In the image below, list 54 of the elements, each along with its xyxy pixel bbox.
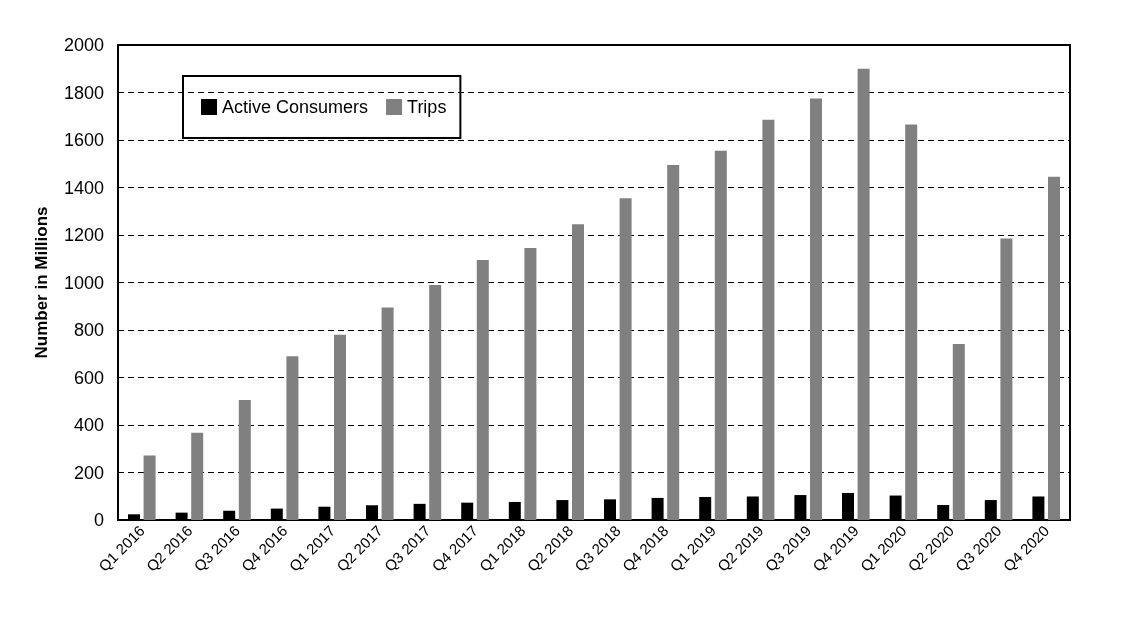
y-tick-label: 800 [73, 320, 104, 340]
bar [476, 259, 489, 520]
bar [556, 500, 569, 520]
bar [223, 510, 236, 520]
y-tick-label: 2000 [63, 35, 104, 55]
y-tick-label: 1600 [63, 130, 104, 150]
y-tick-label: 1400 [63, 177, 104, 198]
bar [952, 344, 965, 520]
bar [842, 492, 854, 520]
bar [746, 496, 759, 520]
legend-label: Active Consumers [222, 97, 369, 117]
bar [667, 164, 680, 520]
bar [413, 503, 426, 520]
y-tick-label: 1800 [63, 82, 104, 103]
bar [572, 224, 584, 520]
y-tick-label: 600 [73, 367, 104, 388]
bar [270, 508, 283, 520]
y-tick-label: 1200 [63, 225, 104, 245]
bar [762, 119, 775, 520]
bar [334, 334, 346, 520]
bar [810, 98, 822, 520]
bar [984, 500, 997, 520]
bar [714, 150, 727, 520]
bar [286, 356, 299, 520]
bar [857, 68, 870, 520]
bar [429, 284, 442, 520]
bar [889, 495, 902, 520]
y-tick-label: 200 [73, 462, 104, 483]
bar [524, 248, 537, 520]
bar [619, 198, 632, 520]
bar [508, 501, 521, 520]
bar [604, 499, 616, 520]
y-tick-label: 0 [93, 510, 104, 530]
y-tick-label: 400 [73, 415, 104, 435]
bar [191, 432, 204, 520]
bar [794, 495, 807, 520]
bar [1000, 238, 1013, 520]
bar [175, 512, 188, 520]
legend-label: Trips [407, 97, 447, 117]
bar [937, 505, 950, 520]
y-axis-title: Number in Millions [32, 206, 51, 359]
bar [699, 496, 712, 520]
bar [461, 502, 474, 520]
bar [1032, 496, 1045, 520]
bar [381, 307, 394, 520]
bar [905, 124, 918, 520]
bar [143, 455, 156, 520]
bar [1048, 176, 1060, 520]
bar [318, 506, 331, 520]
bar [238, 400, 251, 520]
bar [128, 514, 140, 520]
bar [651, 497, 664, 520]
y-tick-label: 1000 [63, 272, 104, 293]
bar [366, 505, 378, 520]
